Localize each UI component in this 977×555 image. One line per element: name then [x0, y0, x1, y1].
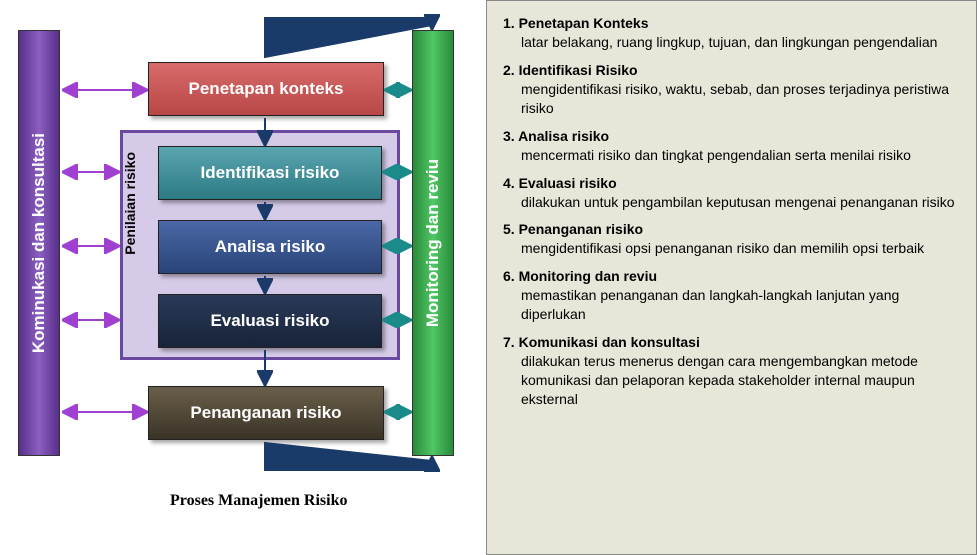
box-penetapan-konteks: Penetapan konteks	[148, 62, 384, 116]
box-evaluasi-label: Evaluasi risiko	[210, 311, 329, 331]
penilaian-label: Penilaian risiko	[122, 152, 138, 255]
desc-item: 2. Identifikasi Risikomengidentifikasi r…	[503, 62, 960, 118]
box-analisa: Analisa risiko	[158, 220, 382, 274]
root: Kominukasi dan konsultasi Monitoring dan…	[0, 0, 977, 555]
box-identifikasi: Identifikasi risiko	[158, 146, 382, 200]
pillar-monitoring-label: Monitoring dan reviu	[423, 159, 443, 327]
box-konteks-label: Penetapan konteks	[189, 79, 344, 99]
pillar-monitoring: Monitoring dan reviu	[412, 30, 454, 456]
box-penanganan: Penanganan risiko	[148, 386, 384, 440]
desc-item: 6. Monitoring dan reviumemastikan penang…	[503, 268, 960, 324]
pillar-komunikasi-label: Kominukasi dan konsultasi	[29, 133, 49, 353]
desc-item: 5. Penanganan risikomengidentifikasi ops…	[503, 221, 960, 258]
box-analisa-label: Analisa risiko	[215, 237, 326, 257]
desc-item: 1. Penetapan Kontekslatar belakang, ruan…	[503, 15, 960, 52]
pillar-komunikasi: Kominukasi dan konsultasi	[18, 30, 60, 456]
box-identifikasi-label: Identifikasi risiko	[201, 163, 340, 183]
desc-item: 4. Evaluasi risikodilakukan untuk pengam…	[503, 175, 960, 212]
desc-item: 3. Analisa risikomencermati risiko dan t…	[503, 128, 960, 165]
diagram-caption: Proses Manajemen Risiko	[170, 492, 347, 510]
box-evaluasi: Evaluasi risiko	[158, 294, 382, 348]
description-panel: 1. Penetapan Kontekslatar belakang, ruan…	[486, 0, 977, 555]
box-penanganan-label: Penanganan risiko	[190, 403, 341, 423]
description-list: 1. Penetapan Kontekslatar belakang, ruan…	[503, 15, 960, 409]
desc-item: 7. Komunikasi dan konsultasidilakukan te…	[503, 334, 960, 409]
flowchart: Kominukasi dan konsultasi Monitoring dan…	[0, 0, 480, 540]
